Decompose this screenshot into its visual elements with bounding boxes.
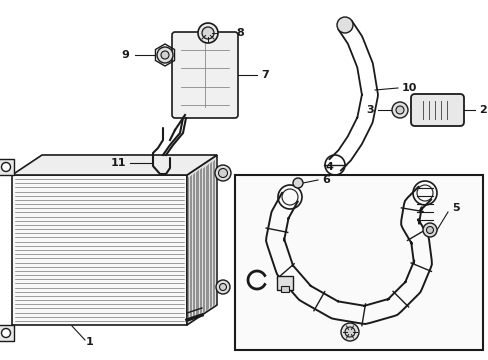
- Circle shape: [198, 23, 218, 43]
- Circle shape: [391, 102, 407, 118]
- Circle shape: [1, 162, 10, 171]
- Circle shape: [345, 327, 354, 337]
- Text: 7: 7: [261, 70, 268, 80]
- Circle shape: [202, 27, 214, 39]
- Polygon shape: [12, 155, 217, 175]
- Text: 11: 11: [110, 158, 126, 168]
- FancyBboxPatch shape: [410, 94, 463, 126]
- Polygon shape: [12, 175, 186, 325]
- Circle shape: [340, 323, 358, 341]
- Circle shape: [292, 178, 303, 188]
- Text: 4: 4: [325, 162, 332, 172]
- Text: 6: 6: [321, 175, 329, 185]
- FancyBboxPatch shape: [172, 32, 238, 118]
- Circle shape: [161, 51, 169, 59]
- Circle shape: [219, 284, 226, 291]
- Bar: [0, 159, 14, 175]
- Circle shape: [1, 328, 10, 338]
- Circle shape: [336, 17, 352, 33]
- Circle shape: [426, 226, 433, 234]
- Text: 9: 9: [121, 50, 129, 60]
- Circle shape: [422, 223, 436, 237]
- Circle shape: [215, 165, 230, 181]
- Bar: [276, 276, 292, 290]
- Text: 8: 8: [236, 28, 243, 38]
- Text: 2: 2: [478, 105, 486, 115]
- Circle shape: [395, 106, 403, 114]
- Text: 10: 10: [401, 83, 417, 93]
- Bar: [0, 325, 14, 341]
- Bar: [281, 286, 288, 292]
- Circle shape: [218, 168, 227, 177]
- Text: 5: 5: [451, 203, 459, 213]
- Bar: [235, 175, 482, 350]
- Polygon shape: [186, 155, 217, 325]
- Text: 3: 3: [366, 105, 373, 115]
- Text: 1: 1: [86, 337, 94, 347]
- Circle shape: [157, 47, 173, 63]
- Circle shape: [216, 280, 229, 294]
